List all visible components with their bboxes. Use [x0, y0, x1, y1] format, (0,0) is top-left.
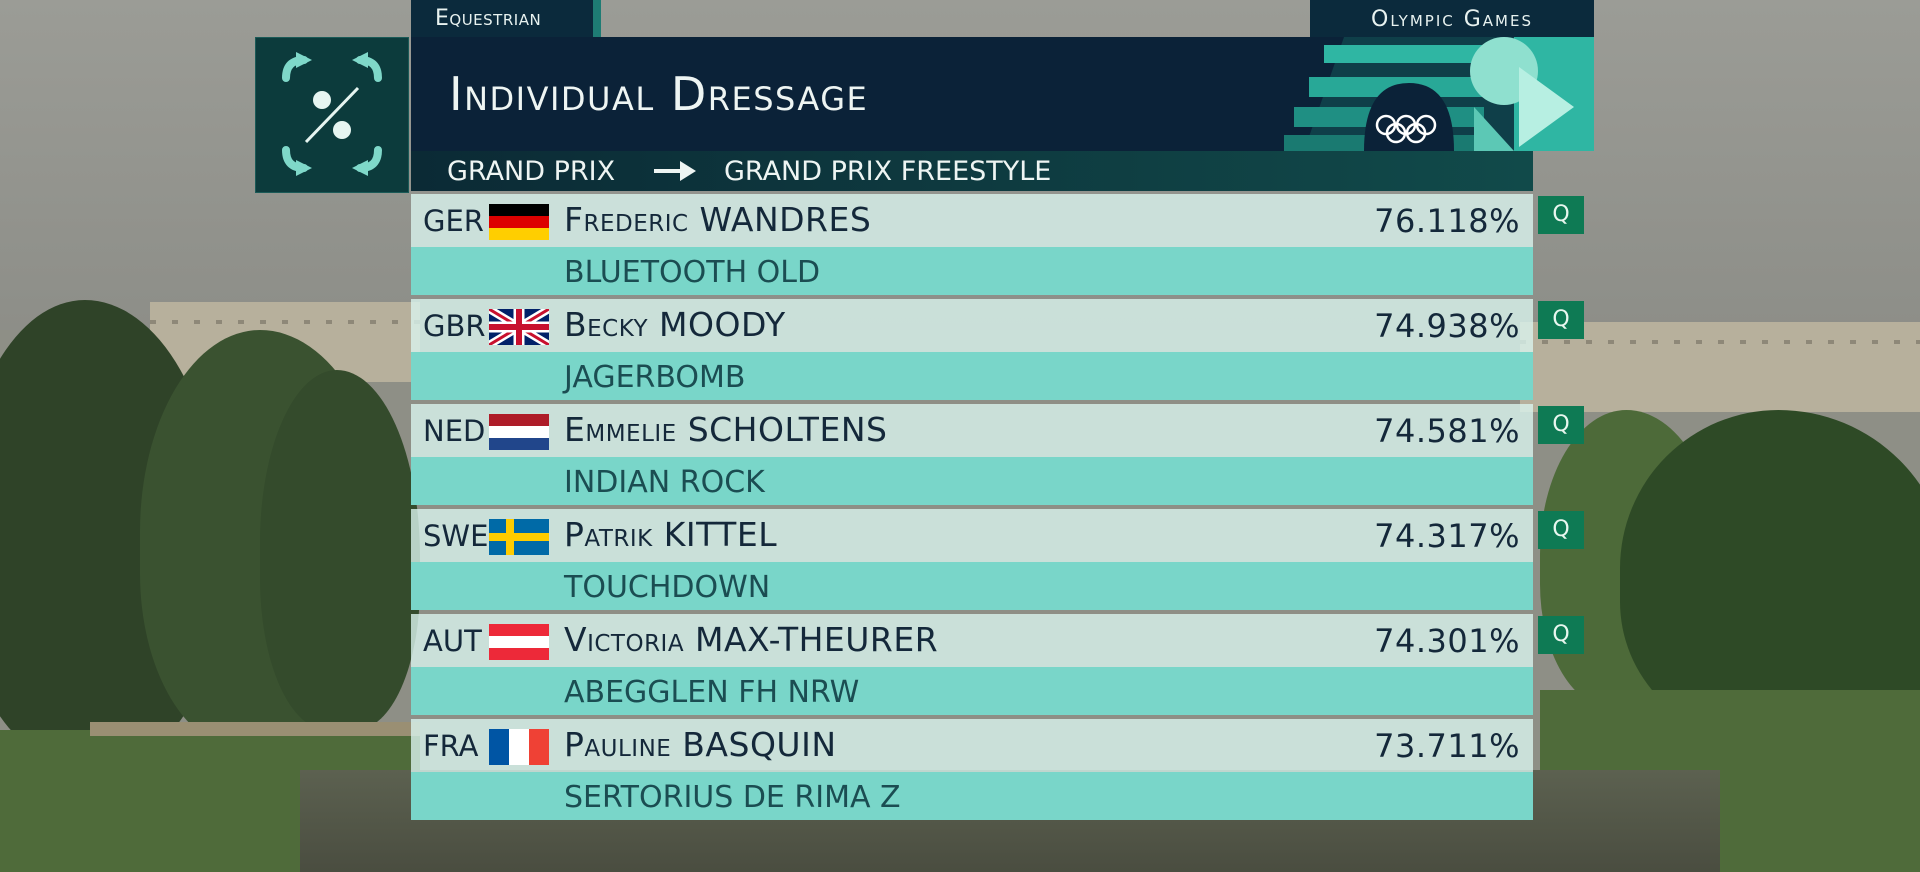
olympic-rings-icon	[1375, 114, 1437, 144]
rider-name: Emmelie SCHOLTENS	[564, 410, 888, 449]
france-flag	[489, 729, 549, 765]
noc-code: SWE	[423, 519, 489, 553]
score: 76.118%	[1374, 202, 1520, 240]
right-arrow-icon	[654, 161, 696, 181]
results-list: GER Frederic WANDRES 76.118% BLUETOOTH O…	[411, 194, 1533, 824]
page-title: Individual Dressage	[449, 67, 869, 121]
noc-code: AUT	[423, 624, 482, 658]
result-row: GER Frederic WANDRES 76.118% BLUETOOTH O…	[411, 194, 1533, 295]
round-subtitle: GRAND PRIX GRAND PRIX FREESTYLE	[411, 151, 1533, 191]
noc-code: GER	[423, 204, 484, 238]
horse-name: SERTORIUS DE RIMA Z	[564, 780, 901, 815]
score: 74.581%	[1374, 412, 1520, 450]
path	[90, 722, 420, 736]
result-row: FRA Pauline BASQUIN 73.711% SERTORIUS DE…	[411, 719, 1533, 820]
score: 74.301%	[1374, 622, 1520, 660]
result-row: SWE Patrik KITTEL 74.317% TOUCHDOWN	[411, 509, 1533, 610]
palace-building	[1520, 322, 1920, 412]
horse-name: INDIAN ROCK	[564, 465, 765, 500]
result-row: AUT Victoria MAX-THEURER 74.301% ABEGGLE…	[411, 614, 1533, 715]
qualified-badge: Q	[1538, 196, 1584, 234]
title-header: Individual Dressage	[411, 37, 1594, 151]
tree	[1620, 410, 1920, 740]
sweden-flag	[489, 519, 549, 555]
round-to: GRAND PRIX FREESTYLE	[724, 156, 1052, 187]
qualified-badge: Q	[1538, 301, 1584, 339]
qualified-badge: Q	[1538, 616, 1584, 654]
horse-name: BLUETOOTH OLD	[564, 255, 821, 290]
result-row: GBR Becky MOODY 74.938% JAGERBOMB	[411, 299, 1533, 400]
qualified-badge: Q	[1538, 511, 1584, 549]
score: 74.317%	[1374, 517, 1520, 555]
horse-name: ABEGGLEN FH NRW	[564, 675, 860, 710]
noc-code: FRA	[423, 729, 479, 763]
rider-name: Pauline BASQUIN	[564, 725, 837, 764]
round-from: GRAND PRIX	[447, 156, 616, 187]
score: 74.938%	[1374, 307, 1520, 345]
score: 73.711%	[1374, 727, 1520, 765]
equestrian-dressage-icon	[255, 37, 409, 193]
rider-name: Victoria MAX-THEURER	[564, 620, 939, 659]
uk-flag	[489, 309, 549, 345]
germany-flag	[489, 204, 549, 240]
olympic-branding-graphic	[1284, 37, 1594, 151]
games-tag: Olympic Games	[1310, 0, 1594, 37]
rider-name: Frederic WANDRES	[564, 200, 872, 239]
noc-code: GBR	[423, 309, 486, 343]
noc-code: NED	[423, 414, 486, 448]
rider-name: Patrik KITTEL	[564, 515, 778, 554]
rider-name: Becky MOODY	[564, 305, 786, 344]
netherlands-flag	[489, 414, 549, 450]
sport-tag: Equestrian	[411, 0, 601, 37]
qualified-badge: Q	[1538, 406, 1584, 444]
tree	[260, 370, 420, 730]
horse-name: JAGERBOMB	[564, 360, 746, 395]
austria-flag	[489, 624, 549, 660]
result-row: NED Emmelie SCHOLTENS 74.581% INDIAN ROC…	[411, 404, 1533, 505]
horse-name: TOUCHDOWN	[564, 570, 771, 605]
